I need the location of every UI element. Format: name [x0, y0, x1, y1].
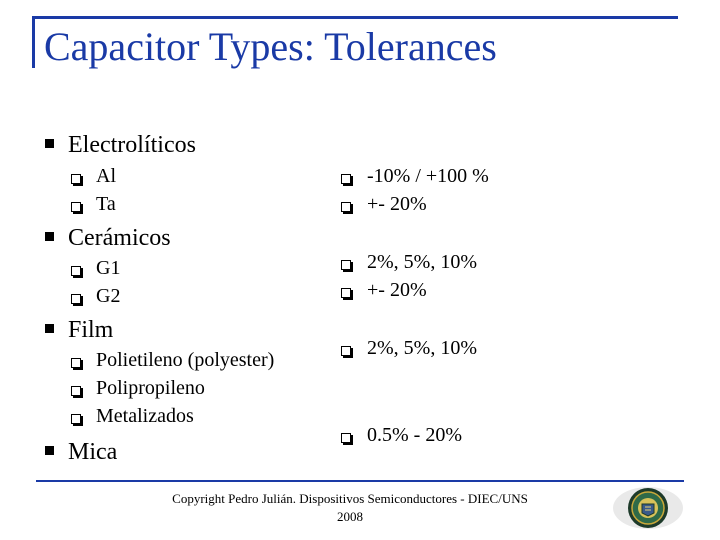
bullet-film — [45, 324, 54, 333]
category-electroliticos: Electrolíticos — [68, 132, 196, 158]
category-mica: Mica — [68, 439, 118, 465]
frame-left-line — [32, 16, 35, 68]
item-g1: G1 — [96, 257, 121, 279]
sub-bullet-icon — [71, 266, 81, 276]
footer-divider — [36, 480, 684, 482]
sub-bullet-icon — [341, 288, 351, 298]
bullet-mica — [45, 446, 54, 455]
sub-bullet-icon — [71, 202, 81, 212]
item-metalizados: Metalizados — [96, 405, 194, 427]
footer-line-1: Copyright Pedro Julián. Dispositivos Sem… — [172, 491, 528, 506]
item-ta: Ta — [96, 193, 116, 215]
frame-top-line — [32, 16, 678, 19]
sub-bullet-icon — [341, 202, 351, 212]
tolerance-film: 2%, 5%, 10% — [367, 337, 477, 359]
sub-bullet-icon — [341, 174, 351, 184]
category-ceramicos: Cerámicos — [68, 225, 171, 251]
sub-bullet-icon — [71, 294, 81, 304]
item-g2: G2 — [96, 285, 121, 307]
tolerance-al: -10% / +100 % — [367, 165, 489, 187]
footer-copyright: Copyright Pedro Julián. Dispositivos Sem… — [150, 490, 550, 526]
tolerance-g2: +- 20% — [367, 279, 427, 301]
item-polietileno: Polietileno (polyester) — [96, 349, 275, 371]
tolerance-g1: 2%, 5%, 10% — [367, 251, 477, 273]
bullet-electroliticos — [45, 139, 54, 148]
item-polipropileno: Polipropileno — [96, 377, 205, 399]
sub-bullet-icon — [71, 386, 81, 396]
sub-bullet-icon — [341, 346, 351, 356]
sub-bullet-icon — [71, 414, 81, 424]
bullet-ceramicos — [45, 232, 54, 241]
sub-bullet-icon — [341, 433, 351, 443]
category-film: Film — [68, 317, 114, 343]
footer-line-2: 2008 — [337, 509, 363, 524]
sub-bullet-icon — [341, 260, 351, 270]
sub-bullet-icon — [71, 174, 81, 184]
slide-title: Capacitor Types: Tolerances — [44, 24, 497, 69]
tolerance-ta: +- 20% — [367, 193, 427, 215]
university-seal-icon — [613, 487, 683, 529]
tolerance-mica: 0.5% - 20% — [367, 424, 462, 446]
sub-bullet-icon — [71, 358, 81, 368]
item-al: Al — [96, 165, 116, 187]
